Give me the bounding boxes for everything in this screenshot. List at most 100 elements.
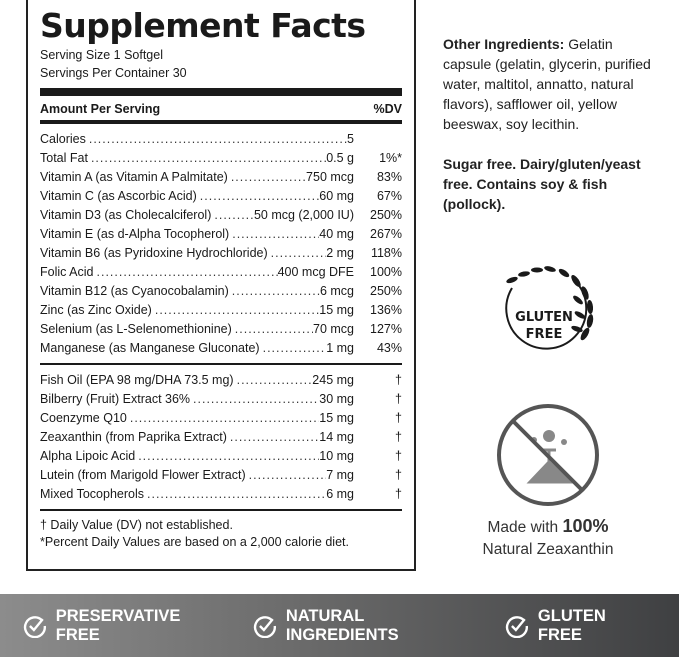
gluten-free-badge: GLUTEN FREE <box>492 258 604 373</box>
nutrient-amount: 0.5 g <box>326 151 354 165</box>
nutrient-name: Zinc (as Zinc Oxide) <box>40 303 152 317</box>
nutrient-name: Vitamin B12 (as Cyanocobalamin) <box>40 284 229 298</box>
nutrient-row: Total Fat 0.5 g 1%* <box>40 149 402 168</box>
made-line2: Natural Zeaxanthin <box>482 541 614 558</box>
nutrient-amount: 1 mg <box>326 341 354 355</box>
dot-leader <box>211 206 254 225</box>
nutrient-row: Manganese (as Manganese Gluconate) 1 mg 43… <box>40 339 402 358</box>
nutrient-amount: 40 mg <box>319 227 354 241</box>
nutrient-amount: 60 mg <box>319 189 354 203</box>
nutrient-dv: 267% <box>370 227 402 241</box>
label-title: Supplement Facts <box>40 6 366 45</box>
nutrient-amount: 2 mg <box>326 246 354 260</box>
nutrient-name: Alpha Lipoic Acid <box>40 449 136 463</box>
nutrient-amount: 30 mg <box>319 392 354 406</box>
divider-thin <box>40 120 402 124</box>
dot-leader <box>86 130 347 149</box>
nutrient-name: Folic Acid <box>40 265 94 279</box>
nutrient-dv: † <box>395 430 402 444</box>
nutrient-dv: 250% <box>370 208 402 222</box>
nutrient-name: Selenium (as L-Selenomethionine) <box>40 322 232 336</box>
nutrient-name: Coenzyme Q10 <box>40 411 127 425</box>
nutrient-row: Vitamin A (as Vitamin A Palmitate) 750 mc… <box>40 168 402 187</box>
nutrient-amount: 10 mg <box>319 449 354 463</box>
dot-leader <box>190 390 319 409</box>
nutrient-row: Bilberry (Fruit) Extract 36% 30 mg † <box>40 390 402 409</box>
nutrient-row: Folic Acid 400 mcg DFE 100% <box>40 263 402 282</box>
allergen-statement: Sugar free. Dairy/gluten/yeast free. Con… <box>443 156 641 212</box>
nutrient-row: Mixed Tocopherols 6 mg † <box>40 485 402 504</box>
nutrient-list: Calories 5 Total Fat 0.5 g 1%* Vitamin A (as … <box>40 130 402 358</box>
nutrient-name: Vitamin C (as Ascorbic Acid) <box>40 189 197 203</box>
footnote-calorie: *Percent Daily Values are based on a 2,0… <box>40 535 349 549</box>
nutrient-dv: † <box>395 392 402 406</box>
nutrient-row: Lutein (from Marigold Flower Extract) 7 m… <box>40 466 402 485</box>
nutrient-dv: 250% <box>370 284 402 298</box>
features-banner: PRESERVATIVE FREE NATURAL INGREDIENTS GLUT… <box>0 594 679 657</box>
nutrient-dv: 67% <box>376 189 402 203</box>
dot-leader <box>232 320 313 339</box>
nutrient-dv <box>354 130 402 149</box>
nutrient-row: Selenium (as L-Selenomethionine) 70 mcg 12… <box>40 320 402 339</box>
nutrient-name: Lutein (from Marigold Flower Extract) <box>40 468 246 482</box>
nutrient-amount: 750 mcg <box>306 170 354 184</box>
nutrient-name: Bilberry (Fruit) Extract 36% <box>40 392 191 406</box>
other-ingredient-list: Fish Oil (EPA 98 mg/DHA 73.5 mg)245 mg†B… <box>40 371 402 504</box>
supplement-facts-label: Supplement Facts Serving Size 1 Softgel … <box>26 0 416 571</box>
dot-leader <box>152 301 319 320</box>
dot-leader <box>268 244 327 263</box>
nutrient-dv: 136% <box>370 303 402 317</box>
nutrient-name: Fish Oil (EPA 98 mg/DHA 73.5 mg) <box>40 373 234 387</box>
nutrient-row: Vitamin C (as Ascorbic Acid) 60 mg 67% <box>40 187 402 206</box>
servings-per-container: Servings Per Container 30 <box>40 66 187 80</box>
nutrient-name: Total Fat <box>40 151 88 165</box>
divider <box>40 509 402 511</box>
nutrient-row: Vitamin E (as d-Alpha Tocopherol) 40 mg 26… <box>40 225 402 244</box>
other-ingredients: Other Ingredients: Gelatin capsule (gela… <box>443 34 663 134</box>
dot-leader <box>234 371 313 390</box>
nutrient-dv: 1%* <box>379 151 402 165</box>
dot-leader <box>246 466 327 485</box>
nutrient-row: Vitamin B6 (as Pyridoxine Hydrochloride)… <box>40 244 402 263</box>
nutrient-dv: † <box>395 411 402 425</box>
nutrient-amount: 245 mg <box>312 373 354 387</box>
no-chemicals-badge <box>492 400 602 515</box>
nutrient-dv: † <box>395 449 402 463</box>
feature-gluten-free: GLUTEN FREE <box>505 607 653 645</box>
nutrient-amount: 70 mcg <box>313 322 354 336</box>
nutrient-row: Coenzyme Q10 15 mg † <box>40 409 402 428</box>
nutrient-name: Vitamin E (as d-Alpha Tocopherol) <box>40 227 230 241</box>
serving-size: Serving Size 1 Softgel <box>40 48 163 62</box>
nutrient-name: Vitamin D3 (as Cholecalciferol) <box>40 208 212 222</box>
feature-label: NATURAL INGREDIENTS <box>285 606 399 644</box>
dot-leader <box>135 447 319 466</box>
nutrient-dv: † <box>395 468 402 482</box>
dot-leader <box>228 168 306 187</box>
nutrient-amount: 6 mg <box>326 487 354 501</box>
feature-preservative-free: PRESERVATIVE FREE <box>23 607 227 645</box>
nutrient-amount: 400 mcg DFE <box>277 265 354 279</box>
nutrient-amount: 15 mg <box>319 303 354 317</box>
dot-leader <box>94 263 278 282</box>
other-ingredients-label: Other Ingredients: <box>443 36 565 52</box>
dv-header: %DV <box>373 102 402 116</box>
dot-leader <box>229 282 320 301</box>
badge-text-gluten: GLUTEN <box>515 310 573 325</box>
nutrient-row: Zeaxanthin (from Paprika Extract) 14 mg † <box>40 428 402 447</box>
feature-natural-ingredients: NATURAL INGREDIENTS <box>253 607 479 645</box>
nutrient-dv: † <box>395 487 402 501</box>
dot-leader <box>227 428 319 447</box>
check-circle-icon <box>506 615 529 638</box>
no-chemicals-icon <box>497 404 599 506</box>
divider <box>40 363 402 365</box>
nutrient-amount: 15 mg <box>319 411 354 425</box>
badge-text-free: FREE <box>526 327 563 342</box>
zeaxanthin-claim: Made with 100% Natural Zeaxanthin <box>478 515 618 561</box>
nutrient-name: Calories <box>40 132 86 146</box>
nutrient-row: Vitamin B12 (as Cyanocobalamin) 6 mcg 250% <box>40 282 402 301</box>
nutrient-dv: 118% <box>370 246 402 260</box>
nutrient-amount: 50 mcg (2,000 IU) <box>253 208 354 222</box>
nutrient-dv: 83% <box>376 170 402 184</box>
feature-label: PRESERVATIVE FREE <box>55 606 181 644</box>
nutrient-dv: 43% <box>376 341 402 355</box>
